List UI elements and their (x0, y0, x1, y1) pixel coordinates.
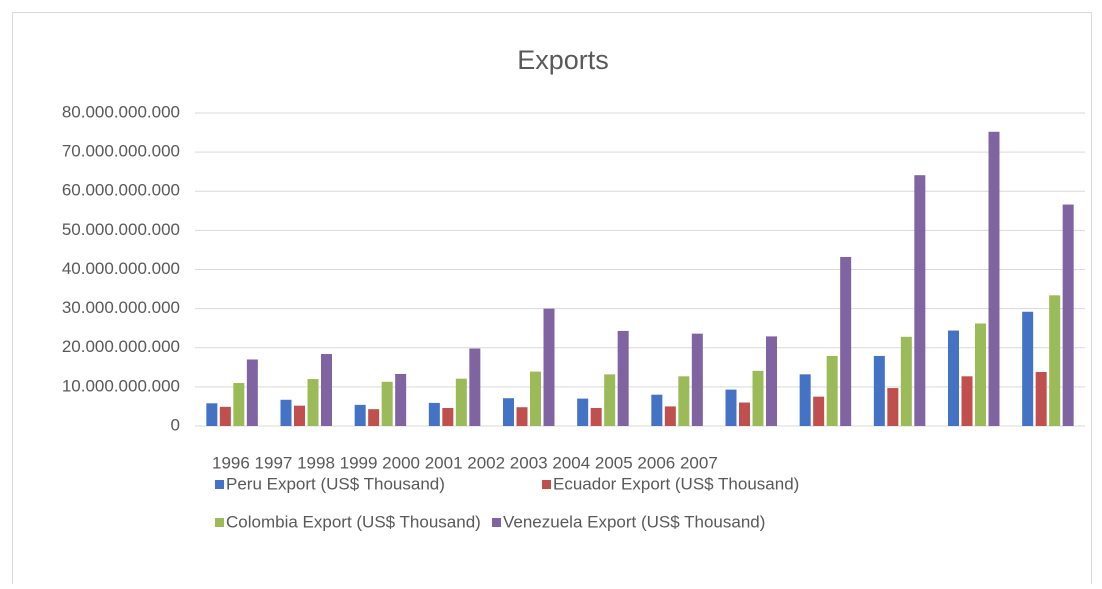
bar (961, 376, 973, 426)
bar (395, 373, 407, 426)
bar (428, 402, 440, 426)
bar (516, 407, 528, 426)
chart-frame (12, 12, 1092, 589)
y-tick-label: 60.000.000.000 (62, 181, 180, 200)
bar (530, 371, 541, 426)
bar (354, 404, 366, 426)
y-tick-label: 0 (171, 415, 180, 434)
bar (766, 336, 777, 426)
legend-swatch (215, 480, 224, 489)
y-tick-label: 10.000.000.000 (62, 376, 180, 395)
legend-label: Ecuador Export (US$ Thousand) (553, 474, 799, 493)
legend-label: Venezuela Export (US$ Thousand) (503, 512, 765, 531)
bar (503, 398, 514, 426)
bar (543, 308, 555, 426)
legend-label: Colombia Export (US$ Thousand) (226, 512, 481, 531)
bar (294, 405, 305, 426)
bar (577, 398, 589, 426)
bar (840, 256, 852, 426)
bar (813, 396, 825, 426)
bar (280, 399, 292, 426)
bar (900, 336, 912, 426)
bar (246, 359, 258, 426)
bar (664, 406, 676, 426)
bar (442, 408, 454, 426)
bar (206, 403, 218, 426)
bar (307, 379, 319, 426)
bar (381, 381, 393, 426)
bar (233, 382, 245, 426)
bar (678, 376, 690, 426)
y-tick-label: 40.000.000.000 (62, 259, 180, 278)
bar (752, 370, 764, 426)
bar (1035, 372, 1047, 426)
y-tick-label: 20.000.000.000 (62, 337, 180, 356)
bar (799, 374, 811, 426)
bar (739, 402, 750, 426)
bar (691, 333, 703, 426)
bar (368, 409, 380, 426)
bar (1022, 311, 1034, 426)
bar (604, 374, 616, 426)
bar (1062, 204, 1074, 426)
y-tick-label: 80.000.000.000 (62, 102, 180, 121)
bar (887, 388, 899, 426)
y-tick-label: 50.000.000.000 (62, 220, 180, 239)
legend-swatch (215, 518, 224, 527)
bar (219, 406, 231, 426)
bar (873, 355, 885, 426)
bar (455, 378, 467, 426)
bar (651, 394, 663, 426)
legend-swatch (492, 518, 501, 527)
bar (988, 131, 1000, 426)
legend-swatch (542, 480, 551, 489)
y-tick-label: 30.000.000.000 (62, 298, 180, 317)
bar (948, 330, 959, 426)
bar (321, 354, 332, 426)
bar (1049, 295, 1061, 426)
bar (914, 175, 926, 426)
legend-label: Peru Export (US$ Thousand) (226, 474, 445, 493)
chart-title: Exports (517, 45, 609, 75)
x-axis-text: 1996 1997 1998 1999 2000 2001 2002 2003 … (212, 453, 718, 472)
bar (590, 408, 602, 426)
bar (826, 355, 838, 426)
y-tick-label: 70.000.000.000 (62, 142, 180, 161)
bar (617, 330, 629, 426)
bar (975, 323, 986, 426)
bar (469, 348, 481, 426)
bar (725, 389, 737, 426)
